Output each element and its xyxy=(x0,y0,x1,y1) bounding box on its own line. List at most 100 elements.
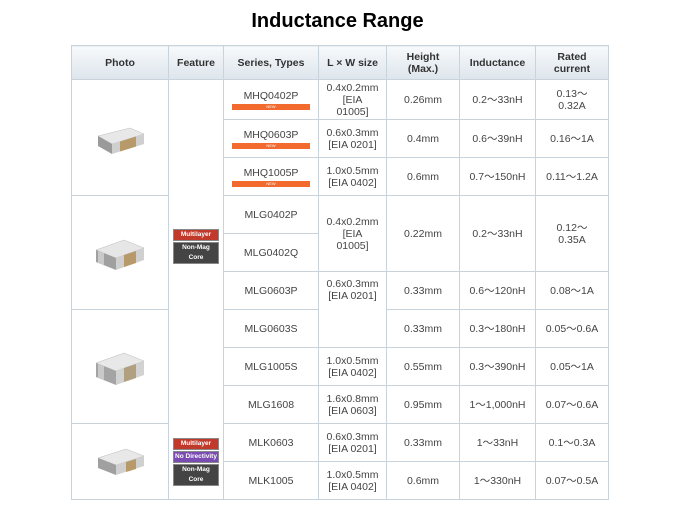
size-cell: 0.6x0.3mm [EIA 0201] xyxy=(318,271,387,348)
header-feature: Feature xyxy=(168,45,224,80)
current-cell: 0.08～1A xyxy=(535,271,609,310)
size-line: [EIA xyxy=(342,93,363,106)
series-cell: MHQ0402P NEW xyxy=(223,79,319,120)
table-row: MLK1005 1.0x0.5mm [EIA 0402] 0.6mm 1～330n… xyxy=(72,461,609,500)
inductance-range-table: Photo Feature Series, Types L × W size H… xyxy=(71,45,609,500)
table-row: MHQ1005P NEW 1.0x0.5mm [EIA 0402] 0.6mm 0.… xyxy=(72,157,609,196)
series-label: MHQ0402P xyxy=(243,89,299,102)
table-row: MLG0402P 0.4x0.2mm [EIA 01005] 0.22mm 0.2～… xyxy=(71,195,609,310)
header-current: Rated current xyxy=(535,45,609,80)
chip-component-icon xyxy=(97,127,145,154)
height-cell: 0.22mm xyxy=(386,195,460,272)
inductance-cell: 0.6～120nH xyxy=(459,271,536,310)
series-cell: MLG0603P xyxy=(223,271,319,310)
non-mag-core-tag: Non-Mag Core xyxy=(173,464,219,486)
size-line: 1.0x0.5mm xyxy=(326,354,379,367)
size-cell: 0.6x0.3mm [EIA 0201] xyxy=(318,423,387,462)
current-line: 0.32A xyxy=(558,99,586,112)
header-inductance: Inductance xyxy=(459,45,536,80)
header-size: L × W size xyxy=(318,45,387,80)
table-row: MLK0603 0.6x0.3mm [EIA 0201] 0.33mm 1～33n… xyxy=(71,423,609,500)
size-line: 1.0x0.5mm xyxy=(326,468,379,481)
current-line: 0.13～ xyxy=(556,87,588,100)
inductance-cell: 0.3～180nH xyxy=(459,309,536,348)
size-line: 0.6x0.3mm xyxy=(326,278,379,290)
current-cell: 0.13～ 0.32A xyxy=(535,79,609,120)
inductance-cell: 1～33nH xyxy=(459,423,536,462)
chip-component-icon xyxy=(95,352,145,385)
header-height-line2: (Max.) xyxy=(407,62,439,75)
inductance-cell: 0.3～390nH xyxy=(459,347,536,386)
header-series: Series, Types xyxy=(223,45,319,80)
size-line: [EIA 0201] xyxy=(328,138,377,151)
size-line: [EIA 0402] xyxy=(328,176,377,189)
size-line: [EIA 0402] xyxy=(328,480,377,493)
size-line: 1.6x0.8mm xyxy=(326,392,379,405)
current-cell: 0.07～0.6A xyxy=(535,385,609,424)
header-photo: Photo xyxy=(71,45,169,80)
size-cell: 1.6x0.8mm [EIA 0603] xyxy=(318,385,387,424)
multilayer-tag: Multilayer xyxy=(173,438,219,450)
inductance-cell: 0.6～39nH xyxy=(459,119,536,158)
series-cell: MHQ1005P NEW xyxy=(223,157,319,196)
height-cell: 0.4mm xyxy=(386,119,460,158)
table-row: MLG0603S 0.33mm 0.3～180nH 0.05～0.6A xyxy=(71,309,609,424)
current-cell: 0.1～0.3A xyxy=(535,423,609,462)
inductance-cell: 1～1,000nH xyxy=(459,385,536,424)
size-cell: 1.0x0.5mm [EIA 0402] xyxy=(318,157,387,196)
size-line: 0.6x0.3mm xyxy=(326,430,379,443)
inductance-cell: 0.2～33nH xyxy=(459,79,536,120)
series-cell: MLG0603S xyxy=(223,309,319,348)
current-cell: 0.07～0.5A xyxy=(535,461,609,500)
series-cell: MLG0402Q xyxy=(223,233,319,272)
inductance-cell: 0.2～33nH xyxy=(459,195,536,272)
chip-component-icon xyxy=(95,239,145,270)
photo-cell-mlg-b xyxy=(71,309,169,424)
table-row: MLG1005S 1.0x0.5mm [EIA 0402] 0.55mm 0.3～… xyxy=(72,347,609,386)
multilayer-tag: Multilayer xyxy=(173,229,219,241)
series-label: MHQ0603P xyxy=(243,128,299,141)
feature-cell: Multilayer Non-Mag Core Multilayer No Di… xyxy=(168,79,224,500)
header-height-line1: Height xyxy=(406,50,440,63)
current-line: 0.35A xyxy=(558,233,586,246)
height-cell: 0.33mm xyxy=(386,271,460,310)
no-directivity-tag: No Directivity xyxy=(173,451,219,463)
size-cell: 0.4x0.2mm [EIA 01005] xyxy=(318,79,387,120)
height-cell: 0.33mm xyxy=(386,423,460,462)
current-cell: 0.05～1A xyxy=(535,347,609,386)
size-cell: 1.0x0.5mm [EIA 0402] xyxy=(318,461,387,500)
series-cell: MLK1005 xyxy=(223,461,319,500)
table-row: MLG1608 1.6x0.8mm [EIA 0603] 0.95mm 1～1,0… xyxy=(72,385,609,424)
height-cell: 0.33mm xyxy=(386,309,460,348)
size-line: 01005] xyxy=(336,239,369,252)
header-current-line1: Rated xyxy=(557,50,587,63)
size-line: [EIA 0402] xyxy=(328,366,377,379)
height-cell: 0.95mm xyxy=(386,385,460,424)
size-line: 0.6x0.3mm xyxy=(326,126,379,139)
table-row: MLG0402Q xyxy=(72,233,609,272)
series-cell: MHQ0603P NEW xyxy=(223,119,319,158)
current-cell: 0.11～1.2A xyxy=(535,157,609,196)
height-cell: 0.6mm xyxy=(386,157,460,196)
height-cell: 0.55mm xyxy=(386,347,460,386)
inductance-cell: 1～330nH xyxy=(459,461,536,500)
chip-component-icon xyxy=(97,448,145,475)
size-line: [EIA xyxy=(342,227,363,240)
size-cell: 1.0x0.5mm [EIA 0402] xyxy=(318,347,387,386)
page-title: Inductance Range xyxy=(251,10,424,32)
current-cell: 0.16～1A xyxy=(535,119,609,158)
size-line: 01005] xyxy=(336,105,369,118)
size-cell: 0.4x0.2mm [EIA 01005] xyxy=(318,195,387,272)
size-line: [EIA 0201] xyxy=(328,442,377,455)
header-height: Height (Max.) xyxy=(386,45,460,80)
photo-cell-mhq xyxy=(71,79,169,196)
inductance-cell: 0.7～150nH xyxy=(459,157,536,196)
table-row: MLG0603P 0.6x0.3mm [EIA 0201] 0.33mm 0.6～… xyxy=(72,271,609,348)
series-label: MHQ1005P xyxy=(243,166,299,179)
non-mag-core-tag: Non-Mag Core xyxy=(173,242,219,264)
height-cell: 0.6mm xyxy=(386,461,460,500)
current-line: 0.12～ xyxy=(556,221,588,234)
table-header-row: Photo Feature Series, Types L × W size H… xyxy=(71,45,609,80)
photo-cell-mlg-a xyxy=(71,195,169,310)
current-cell: 0.12～ 0.35A xyxy=(535,195,609,272)
